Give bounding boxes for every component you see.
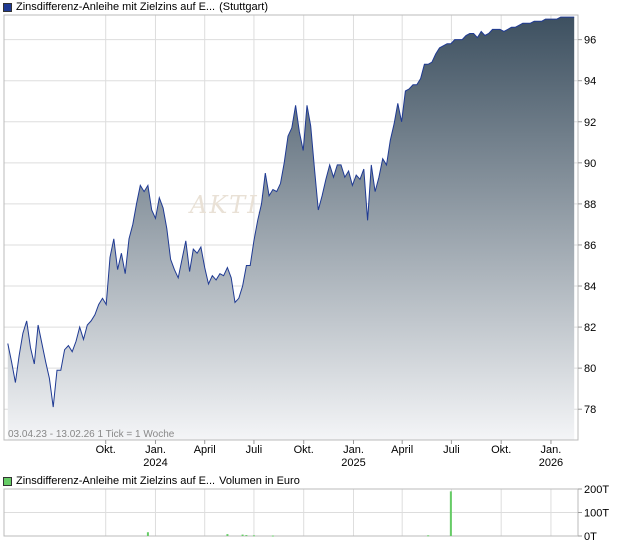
volume-bar — [241, 534, 244, 536]
volume-bar — [427, 535, 430, 537]
volume-y-axis: 0T 100T 200T — [578, 484, 609, 543]
date-range-note: 03.04.23 - 13.02.26 1 Tick = 1 Woche — [8, 429, 175, 440]
price-x-tick-label: April — [194, 444, 216, 456]
price-x-tick-label: Jan. — [541, 444, 562, 456]
volume-y-tick-label: 200T — [584, 484, 609, 496]
volume-bar — [146, 532, 149, 536]
volume-bar — [226, 534, 229, 536]
price-x-tick-label: Okt. — [491, 444, 511, 456]
price-x-tick-year: 2024 — [143, 457, 167, 469]
price-y-tick-label: 84 — [584, 281, 596, 293]
volume-legend-swatch — [3, 476, 12, 486]
price-x-tick-label: Okt. — [294, 444, 314, 456]
volume-bar — [271, 535, 274, 537]
price-legend: Zinsdifferenz-Anleihe mit Zielzins auf E… — [3, 0, 268, 14]
price-x-tick-label: Jan. — [145, 444, 166, 456]
volume-legend-unit: Volumen in Euro — [219, 475, 300, 487]
price-y-tick-label: 90 — [584, 158, 596, 170]
price-legend-label: Zinsdifferenz-Anleihe mit Zielzins auf E… — [16, 1, 216, 13]
price-x-tick-label: Juli — [246, 444, 263, 456]
price-y-tick-label: 82 — [584, 322, 596, 334]
price-y-tick-label: 78 — [584, 404, 596, 416]
volume-y-tick-label: 100T — [584, 508, 609, 520]
price-y-tick-label: 96 — [584, 35, 596, 47]
volume-bar — [449, 491, 452, 536]
price-x-tick-label: Okt. — [96, 444, 116, 456]
price-y-tick-label: 86 — [584, 240, 596, 252]
price-line — [7, 16, 575, 408]
price-y-tick-label: 80 — [584, 363, 596, 375]
volume-bar — [245, 535, 248, 537]
price-y-tick-label: 88 — [584, 199, 596, 211]
price-legend-swatch — [3, 2, 12, 12]
volume-bars — [146, 491, 452, 537]
price-x-tick-label: Juli — [443, 444, 460, 456]
volume-bar — [252, 535, 255, 537]
price-x-tick-year: 2025 — [341, 457, 365, 469]
price-x-tick-label: April — [391, 444, 413, 456]
price-legend-exchange: (Stuttgart) — [219, 1, 269, 13]
volume-grid — [4, 488, 578, 537]
price-area — [7, 17, 575, 440]
price-x-tick-year: 2026 — [539, 457, 563, 469]
volume-legend-label: Zinsdifferenz-Anleihe mit Zielzins auf E… — [16, 475, 216, 487]
price-y-tick-label: 92 — [584, 117, 596, 129]
price-x-tick-label: Jan. — [343, 444, 364, 456]
volume-legend: Zinsdifferenz-Anleihe mit Zielzins auf E… — [3, 474, 300, 488]
volume-y-tick-label: 0T — [584, 531, 597, 543]
price-y-tick-label: 94 — [584, 76, 596, 88]
price-y-axis: 78 80 82 84 86 88 90 92 94 96 — [578, 35, 596, 416]
price-plot-frame — [3, 14, 579, 441]
